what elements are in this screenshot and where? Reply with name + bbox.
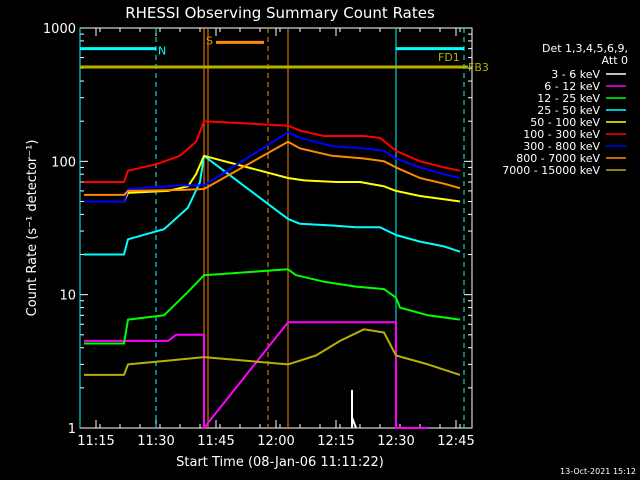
- legend-title-line1: Det 1,3,4,5,6,9,: [542, 42, 628, 55]
- series-line: [84, 154, 461, 256]
- legend-entry-label: 6 - 12 keV: [544, 80, 600, 93]
- series-line: [351, 389, 357, 429]
- y-tick-label: 100: [51, 155, 76, 170]
- series-line: [84, 328, 461, 376]
- series-line: [84, 321, 428, 429]
- legend-entry-label: 300 - 800 keV: [523, 140, 600, 153]
- state-bar-label: FB3: [468, 61, 489, 74]
- x-tick-label: 12:15: [317, 434, 354, 449]
- series-line: [84, 120, 461, 183]
- legend-entry-label: 7000 - 15000 keV: [502, 164, 600, 177]
- x-tick-label: 12:45: [437, 434, 474, 449]
- date-stamp: 13-Oct-2021 15:12: [560, 467, 636, 476]
- x-tick-label: 11:30: [137, 434, 174, 449]
- y-axis-label: Count Rate (s⁻¹ detector⁻¹): [25, 140, 40, 317]
- y-tick-label: 1: [68, 422, 76, 437]
- series-line: [84, 154, 461, 203]
- state-bar-label: FD1: [438, 51, 460, 64]
- x-tick-label: 11:45: [197, 434, 234, 449]
- legend-entry-label: 25 - 50 keV: [537, 104, 600, 117]
- x-axis-label: Start Time (08-Jan-06 11:11:22): [176, 455, 384, 470]
- legend-entry-label: 3 - 6 keV: [551, 68, 600, 81]
- legend-entry-label: 100 - 300 keV: [523, 128, 600, 141]
- y-tick-label: 10: [59, 289, 76, 304]
- plot-area: 1 10 100 1000 11:15 11:30 11:45 12:00 12:15 12:30…: [43, 22, 489, 449]
- series-line: [84, 131, 461, 203]
- state-bar-label: N: [158, 45, 166, 58]
- y-tick-label: 1000: [43, 22, 76, 37]
- x-tick-label: 12:30: [377, 434, 414, 449]
- state-bar-label: S: [206, 34, 213, 47]
- chart-title: RHESSI Observing Summary Count Rates: [125, 4, 435, 22]
- legend-entry-label: 12 - 25 keV: [537, 92, 600, 105]
- x-tick-label: 11:15: [77, 434, 114, 449]
- legend-entry-label: 50 - 100 keV: [530, 116, 600, 129]
- series-line: [84, 140, 461, 196]
- x-tick-label: 12:00: [257, 434, 294, 449]
- series-line: [84, 268, 461, 345]
- legend-entry-label: 800 - 7000 keV: [516, 152, 600, 165]
- legend-title-line2: Att 0: [602, 54, 628, 67]
